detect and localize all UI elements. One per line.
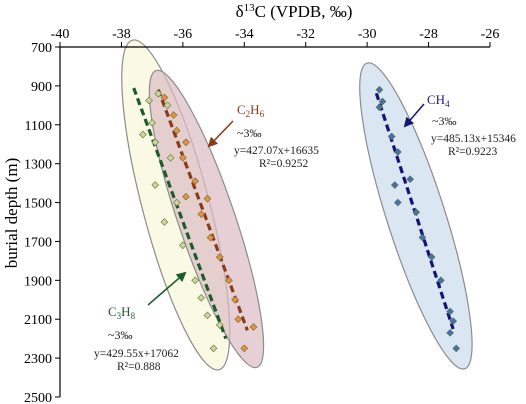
x-axis-title: δ13C (VPDB, ‰) [236,2,353,21]
point-ch4 [412,208,421,217]
point-ch4 [378,97,387,106]
x-tick-label: -28 [419,27,438,42]
x-axis-title-rest: C (VPDB, ‰) [255,2,353,21]
trendline-c2h6 [156,88,249,331]
ch4-equation: y=485.13x+15346 [431,133,516,145]
point-c3h8 [148,119,156,127]
ch4-arrow [403,103,425,128]
point-c3h8 [151,138,160,147]
x-tick-label: -38 [112,27,131,42]
point-c2h6 [182,138,190,147]
point-c2h6 [160,93,169,102]
c2h6-r2: R²=0.9252 [259,158,308,170]
point-ch4 [452,344,461,353]
annotation-ch4: CH4 ~3‰ y=485.13x+15346 R²=0.9223 [403,92,516,158]
point-c3h8 [160,218,169,226]
point-ch4 [387,132,396,141]
point-c2h6 [203,194,212,203]
point-c2h6 [197,210,206,219]
x-tick-label: -36 [174,27,193,42]
chart-axes: -40 -38 -36 -34 -32 -30 -28 -26 700 900 1100 1300 15… [24,27,499,404]
point-ch4 [390,181,399,189]
point-c3h8 [154,89,163,98]
c2h6-equation: y=427.07x+16635 [234,145,319,157]
point-c3h8 [197,294,206,302]
y-tick-label: 2500 [24,391,52,404]
point-ch4 [418,233,427,242]
point-c3h8 [139,130,147,139]
x-axis-title-delta: δ [236,2,244,21]
ch4-r2: R²=0.9223 [448,146,497,158]
point-ch4 [375,85,384,94]
y-tick-label: 1100 [25,119,52,134]
point-ch4 [449,317,457,325]
point-ch4 [427,253,436,261]
y-tick-label: 1500 [24,197,52,212]
y-tick-label: 900 [31,80,52,95]
y-tick-label: 1700 [24,235,52,250]
point-ch4 [375,103,384,112]
y-tick-label: 2100 [24,313,52,328]
point-c3h8 [209,344,218,353]
point-c2h6 [182,192,190,201]
c2h6-arrow [207,120,234,148]
trendline-c3h8 [132,87,228,340]
point-c2h6 [179,154,187,162]
point-c3h8 [151,181,160,189]
point-c3h8 [163,101,172,110]
point-c2h6 [240,344,249,353]
point-c2h6 [231,295,239,304]
point-c2h6 [225,276,233,285]
c3h8-uncertainty: ~3‰ [108,328,133,342]
c2h6-uncertainty: ~3‰ [237,126,262,140]
x-tick-label: -32 [296,27,315,42]
point-ch4 [446,307,454,316]
annotation-c3h8: C3H8 ~3‰ y=429.55x+17062 R²=0.888 [94,271,187,373]
ch4-uncertainty: ~3‰ [432,114,457,128]
point-c2h6 [234,315,242,324]
point-c2h6 [191,177,199,185]
x-tick-label: -40 [51,27,70,42]
point-c2h6 [172,126,181,135]
c3h8-arrow [147,271,187,306]
envelope-ch4 [359,62,473,370]
point-c3h8 [203,311,212,320]
point-c3h8 [215,321,224,329]
y-tick-label: 2300 [24,352,52,367]
x-tick-label: -26 [481,27,500,42]
point-ch4 [437,276,445,285]
x-axis-title-superscript: 13 [244,2,256,14]
point-c2h6 [206,233,215,242]
point-c3h8 [145,96,153,105]
x-tick-label: -30 [358,27,377,42]
point-c2h6 [169,111,178,119]
x-tick-label: -34 [235,27,254,42]
c3h8-label: C3H8 [108,304,136,321]
point-c3h8 [191,276,199,285]
y-tick-label: 700 [31,41,52,56]
ch4-label: CH4 [427,92,450,109]
uncertainty-envelopes [121,39,473,371]
point-ch4 [446,329,454,337]
c3h8-r2: R²=0.888 [117,361,161,373]
point-c3h8 [179,241,187,250]
point-ch4 [394,198,402,207]
y-tick-label: 1300 [24,158,52,173]
c3h8-equation: y=429.55x+17062 [94,348,179,360]
y-tick-label: 1900 [24,274,52,289]
point-ch4 [394,148,402,156]
y-axis-title: burial depth (m) [2,158,21,268]
annotation-c2h6: C2H6 ~3‰ y=427.07x+16635 R²=0.9252 [207,102,319,170]
point-ch4 [406,175,414,184]
c2h6-label: C2H6 [237,102,265,119]
point-c2h6 [215,253,224,261]
point-c3h8 [166,154,175,162]
point-c2h6 [249,323,258,331]
data-points [139,85,461,353]
point-c3h8 [172,198,181,207]
